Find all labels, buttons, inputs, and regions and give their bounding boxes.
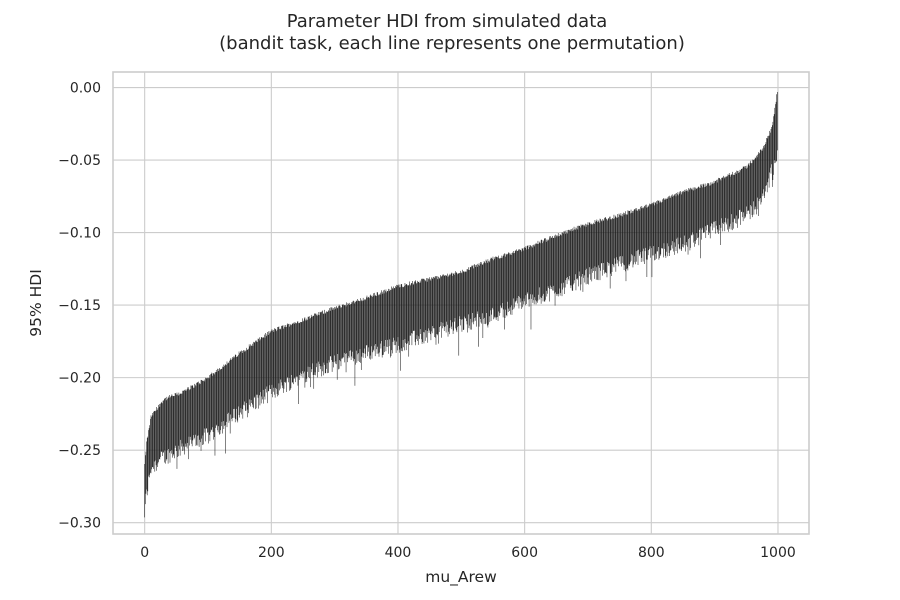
y-axis-label: 95% HDI [27,269,45,337]
chart-title: Parameter HDI from simulated data [287,11,608,32]
x-tick-label: 0 [140,545,149,561]
y-tick-label: −0.10 [58,226,101,242]
chart-subtitle: (bandit task, each line represents one p… [219,33,685,54]
x-axis-label: mu_Arew [425,568,497,587]
y-tick-label: −0.25 [58,443,101,459]
y-tick-label: 0.00 [70,81,101,97]
x-tick-label: 200 [258,545,285,561]
hdi-intervals [144,92,778,518]
y-tick-label: −0.30 [58,516,101,532]
x-tick-label: 800 [638,545,665,561]
y-tick-label: −0.05 [58,153,101,169]
y-tick-label: −0.15 [58,298,101,314]
x-tick-label: 400 [385,545,412,561]
y-axis-ticks: 0.00 −0.05 −0.10 −0.15 −0.20 −0.25 −0.30 [58,81,101,532]
x-tick-label: 600 [511,545,538,561]
x-axis-ticks: 0 200 400 600 800 1000 [140,545,796,561]
x-tick-label: 1000 [760,545,796,561]
y-tick-label: −0.20 [58,371,101,387]
plot-frame [112,71,810,535]
grid [113,72,809,534]
